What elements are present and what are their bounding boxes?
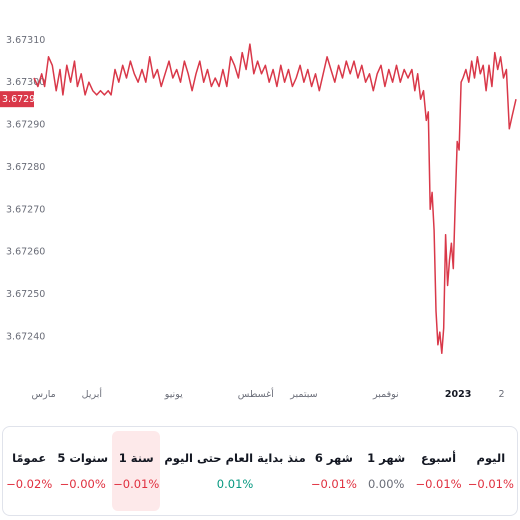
series-line (33, 43, 517, 355)
period-change-value: 0.01% (216, 477, 254, 491)
period-selector: اليوم ‎−0.01% أسبوع ‎−0.01% 1 شهر 0.00% 6 شهر ‎… (2, 426, 518, 516)
y-tick-label: 3.67270 (6, 204, 45, 215)
period-tab[interactable]: 1 سنة ‎−0.01% (112, 431, 161, 511)
x-tick-label: مارس (32, 389, 56, 400)
x-tick-label: نوفمبر (372, 389, 399, 400)
period-tab[interactable]: 5 سنوات ‎−0.00% (57, 431, 108, 511)
period-tab[interactable]: 1 شهر 0.00% (362, 431, 410, 511)
period-change-value: 0.00% (367, 477, 405, 491)
period-label: 5 سنوات (57, 451, 109, 465)
x-tick-label: يونيو (164, 389, 183, 400)
period-tab[interactable]: 6 شهر ‎−0.01% (310, 431, 358, 511)
period-label: 1 شهر (367, 451, 406, 465)
y-tick-label: 3.67240 (6, 331, 45, 342)
current-price-tag: 3.67296 (0, 91, 41, 108)
period-label: 6 شهر (314, 451, 353, 465)
y-tick-label: 3.67300 (6, 77, 45, 88)
x-tick-label: 2 (499, 389, 505, 400)
y-tick-label: 3.67260 (6, 247, 45, 258)
current-price-tag-bg (0, 91, 34, 108)
x-tick-label: 2023 (445, 389, 471, 400)
x-tick-label: سبتمبر (289, 389, 317, 400)
current-price-label: 3.67296 (2, 94, 41, 105)
period-change-value: ‎−0.01% (310, 477, 357, 491)
period-tab[interactable]: عمومًا ‎−0.02% (5, 431, 53, 511)
y-tick-label: 3.67280 (6, 162, 45, 173)
x-tick-label: أبريل (82, 387, 103, 400)
period-change-value: ‎−0.01% (113, 477, 160, 491)
period-tab[interactable]: أسبوع ‎−0.01% (414, 431, 462, 511)
period-label: عمومًا (12, 451, 47, 465)
period-label: أسبوع (421, 451, 457, 465)
period-tab[interactable]: اليوم ‎−0.01% (467, 431, 515, 511)
y-tick-label: 3.67250 (6, 289, 45, 300)
period-change-value: ‎−0.01% (467, 477, 514, 491)
x-axis: مارس أبريل يونيو أغسطس سبتمبر نوفمبر 2023 2 (32, 387, 505, 400)
price-chart: 3.67310 3.67300 3.67290 3.67280 3.67270 3.672… (0, 35, 517, 400)
y-tick-label: 3.67290 (6, 120, 45, 131)
period-label: منذ بداية العام حتى اليوم (164, 451, 306, 465)
period-change-value: ‎−0.02% (6, 477, 53, 491)
y-tick-label: 3.67310 (6, 35, 45, 46)
period-label: 1 سنة (118, 451, 154, 465)
period-change-value: ‎−0.00% (59, 477, 106, 491)
period-tab[interactable]: منذ بداية العام حتى اليوم 0.01% (164, 431, 305, 511)
x-tick-label: أغسطس (238, 387, 274, 400)
period-change-value: ‎−0.01% (415, 477, 462, 491)
y-axis: 3.67310 3.67300 3.67290 3.67280 3.67270 3.672… (6, 35, 45, 342)
period-label: اليوم (476, 451, 506, 465)
